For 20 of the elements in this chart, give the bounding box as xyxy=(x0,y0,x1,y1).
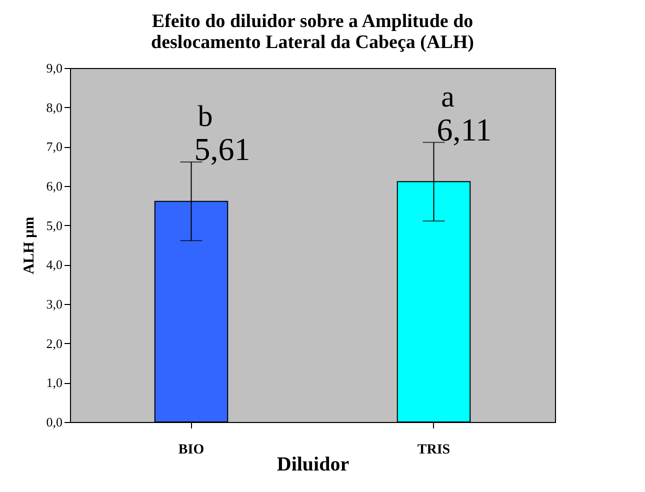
y-tick-label: 7,0 xyxy=(46,139,62,154)
y-tick-label: 4,0 xyxy=(46,257,62,272)
annotation: b xyxy=(198,100,213,134)
y-tick-label: 5,0 xyxy=(46,218,62,233)
y-tick-label: 6,0 xyxy=(46,178,62,194)
y-tick-label: 3,0 xyxy=(46,296,62,312)
y-tick-label: 8,0 xyxy=(46,100,62,115)
text: deslocamento Lateral da Cabeça (ALH) xyxy=(151,32,474,53)
y-axis-title: ALH µm xyxy=(21,216,38,274)
x-axis-title: Diluidor xyxy=(276,454,350,476)
text: Efeito do diluidor sobre a Amplitude do xyxy=(152,11,474,32)
y-tick-label: 0,0 xyxy=(46,414,62,430)
y-tick-label: 9,0 xyxy=(46,60,62,76)
x-tick-label: BIO xyxy=(178,442,204,458)
x-tick-label: TRIS xyxy=(417,442,450,458)
y-tick-label: 1,0 xyxy=(46,375,62,390)
annotation: a xyxy=(441,80,454,114)
y-tick-label: 2,0 xyxy=(46,336,62,351)
data-label: 6,11 xyxy=(436,111,492,148)
data-label: 5,61 xyxy=(194,131,250,168)
